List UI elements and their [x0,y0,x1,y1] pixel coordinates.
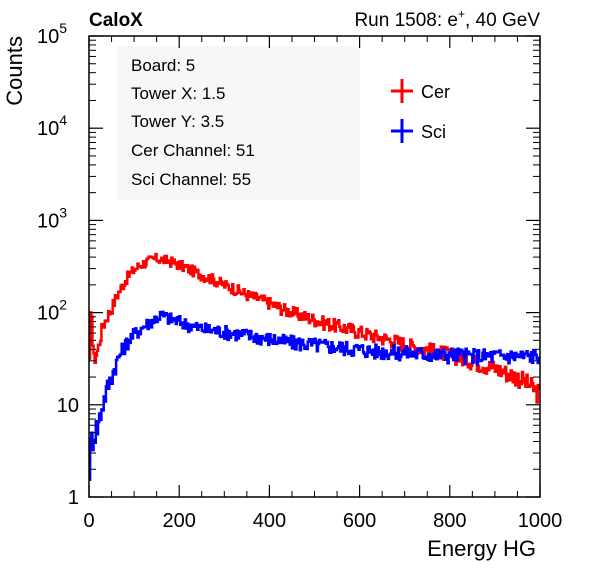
x-tick-label: 600 [343,510,376,532]
info-cer-channel: Cer Channel: 51 [131,141,255,160]
series-layer [88,252,541,481]
x-tick-label: 200 [163,510,196,532]
info-tower-y: Tower Y: 3.5 [131,112,224,131]
x-tick-label: 800 [433,510,466,532]
y-tick-label: 103 [37,204,67,232]
brand-label: CaloX [89,10,143,31]
info-box [117,46,360,200]
legend-label-sci: Sci [421,122,446,142]
y-tick-label: 1 [68,487,79,509]
y-tick-label: 104 [37,112,67,140]
y-tick-label: 102 [37,297,67,325]
x-tick-label: 400 [253,510,286,532]
legend: Cer Sci [391,79,450,143]
run-label-prefix: Run 1508: e [354,10,458,31]
series-line-cer [88,252,541,404]
x-tick-label: 1000 [518,510,563,532]
run-label-sup: + [458,7,465,21]
x-tick-label: 0 [83,510,94,532]
legend-marker-cer [391,79,413,103]
legend-label-cer: Cer [421,82,450,102]
x-axis-title: Energy HG [427,536,536,561]
series-line-sci [88,310,541,481]
info-board: Board: 5 [131,56,195,75]
axis-layer: 0 200 400 600 800 1000 1 10 102 103 104 105 [37,20,562,532]
y-tick-label: 10 [57,395,79,417]
y-axis-title: Counts [2,36,27,106]
info-sci-channel: Sci Channel: 55 [131,170,251,189]
run-label: Run 1508: e+, 40 GeV [354,7,540,31]
y-tick-label: 105 [37,20,67,48]
info-tower-x: Tower X: 1.5 [131,84,226,103]
legend-marker-sci [391,119,413,143]
run-label-suffix: , 40 GeV [465,10,540,31]
